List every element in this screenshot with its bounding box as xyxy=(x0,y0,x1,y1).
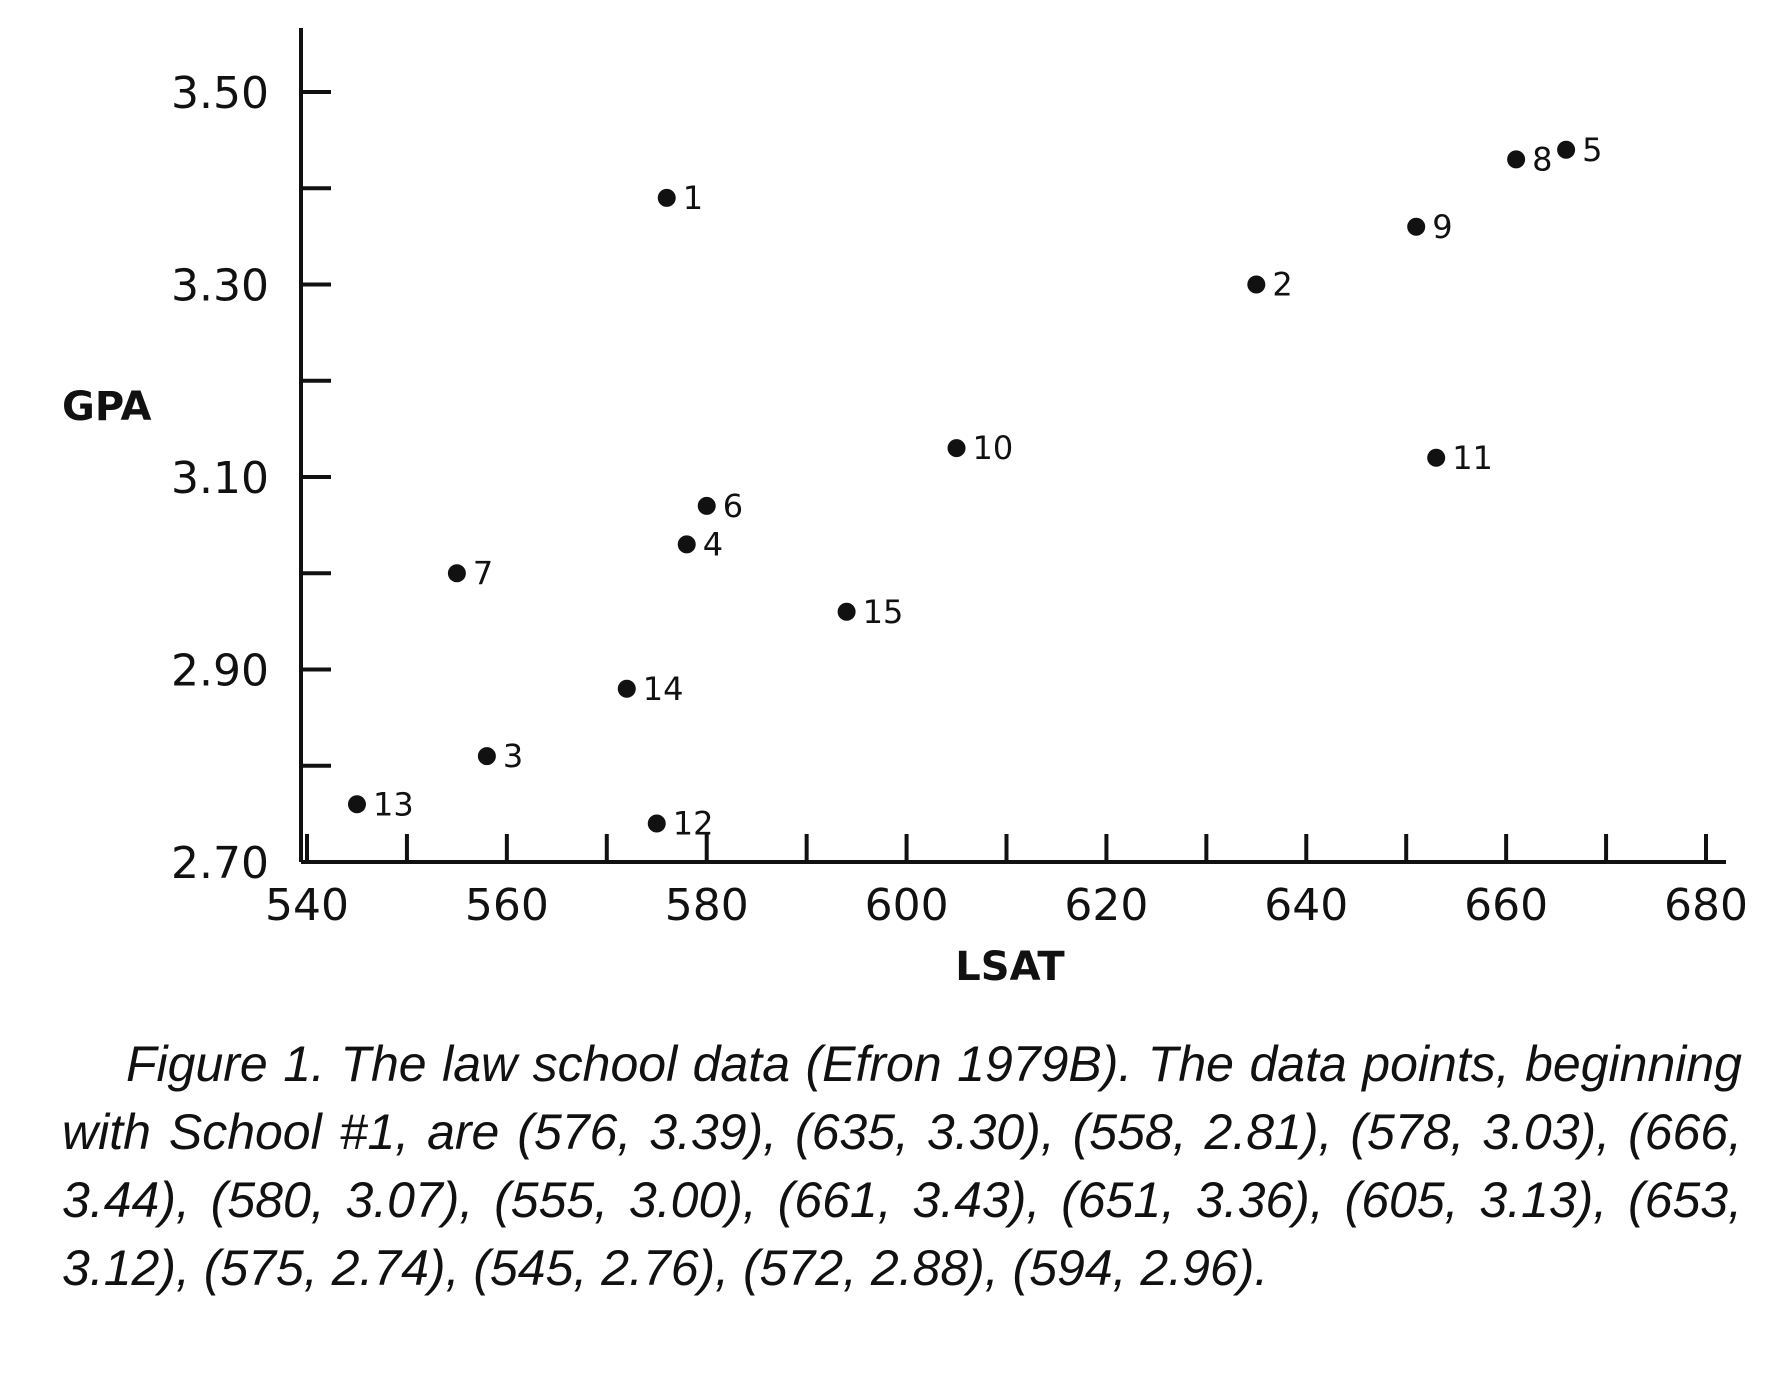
data-point-label: 2 xyxy=(1272,266,1292,304)
data-point-label: 11 xyxy=(1452,439,1493,477)
data-point-label: 1 xyxy=(683,179,703,217)
data-point-label: 3 xyxy=(503,737,523,775)
data-point xyxy=(347,795,366,814)
data-point xyxy=(677,535,696,554)
y-tick-label: 3.50 xyxy=(171,68,269,119)
data-point xyxy=(617,679,636,698)
x-axis-title: LSAT xyxy=(955,944,1065,990)
x-tick-label: 600 xyxy=(865,880,949,931)
data-point xyxy=(837,602,856,621)
data-point xyxy=(1507,150,1526,169)
data-point xyxy=(1407,217,1426,236)
y-axis-title: GPA xyxy=(62,384,151,430)
data-point-label: 15 xyxy=(863,593,904,631)
figure-caption: Figure 1. The law school data (Efron 197… xyxy=(62,1036,1742,1296)
data-point xyxy=(1427,448,1446,467)
data-point xyxy=(477,747,496,766)
y-tick-label: 2.90 xyxy=(171,646,269,697)
x-tick-label: 540 xyxy=(265,880,349,931)
data-point xyxy=(1557,140,1576,159)
x-tick-label: 620 xyxy=(1064,880,1148,931)
x-tick-label: 640 xyxy=(1264,880,1348,931)
x-tick-label: 660 xyxy=(1464,880,1548,931)
scatter-chart: 540 560 580 600 620 640 660 680 2.70 2.90 3.10 3.30… xyxy=(62,28,1748,990)
data-point-label: 6 xyxy=(723,487,743,525)
data-point-label: 10 xyxy=(973,429,1014,467)
y-tick-label: 3.10 xyxy=(171,453,269,504)
data-point-label: 9 xyxy=(1432,208,1452,246)
x-tick-label: 560 xyxy=(465,880,549,931)
data-point-label: 5 xyxy=(1582,131,1602,169)
y-tick-label: 2.70 xyxy=(171,838,269,889)
data-point-label: 8 xyxy=(1532,140,1552,178)
data-point-label: 4 xyxy=(703,525,723,563)
y-tick-label: 3.30 xyxy=(171,261,269,312)
axes: 540 560 580 600 620 640 660 680 2.70 2.90 3.10 3.30… xyxy=(171,28,1748,931)
data-point-label: 13 xyxy=(373,785,414,823)
data-point-label: 7 xyxy=(473,554,493,592)
data-point-label: 12 xyxy=(673,805,714,843)
data-point xyxy=(447,564,466,583)
data-point xyxy=(647,814,666,833)
data-point xyxy=(947,439,966,458)
data-point-label: 14 xyxy=(643,670,684,708)
data-point xyxy=(697,496,716,515)
x-tick-label: 680 xyxy=(1664,880,1748,931)
x-tick-label: 580 xyxy=(665,880,749,931)
data-point xyxy=(1247,275,1266,294)
data-point xyxy=(657,188,676,207)
